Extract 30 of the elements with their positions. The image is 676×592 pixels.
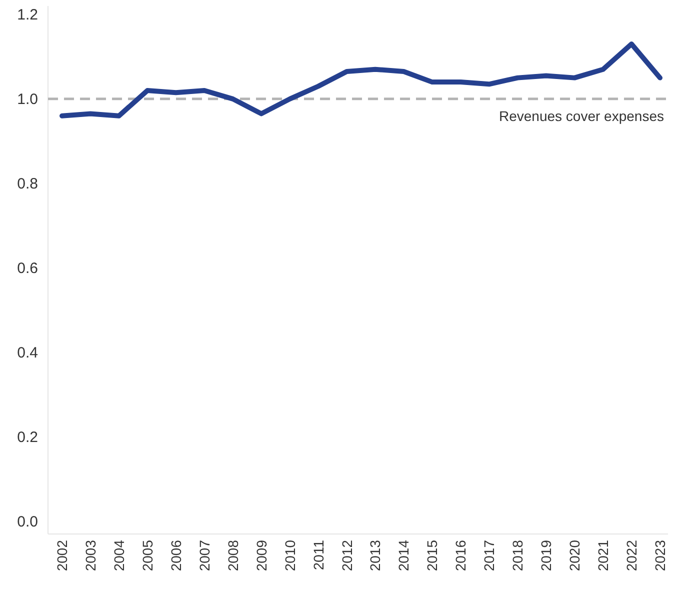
y-tick-label: 1.0 xyxy=(17,91,38,108)
x-tick-label: 2010 xyxy=(282,540,298,572)
x-tick-label: 2006 xyxy=(168,540,184,572)
x-tick-label: 2005 xyxy=(139,540,156,572)
x-tick-label: 2004 xyxy=(110,540,127,572)
x-tick-label: 2019 xyxy=(538,540,554,572)
y-tick-label: 0.0 xyxy=(17,514,38,531)
x-tick-label: 2020 xyxy=(566,540,583,572)
y-tick-label: 0.2 xyxy=(17,429,38,446)
x-tick-label: 2002 xyxy=(54,540,70,572)
ref-line-label: Revenues cover expenses xyxy=(499,108,664,124)
x-tick-label: 2023 xyxy=(652,540,668,572)
x-tick-label: 2016 xyxy=(452,540,469,572)
x-tick-label: 2018 xyxy=(510,540,526,572)
y-tick-label: 1.2 xyxy=(17,6,38,24)
y-tick-label: 0.6 xyxy=(17,260,38,278)
x-tick-label: 2007 xyxy=(196,540,212,572)
y-tick-label: 0.4 xyxy=(17,344,38,362)
x-tick-label: 2009 xyxy=(253,540,270,572)
x-tick-label: 2015 xyxy=(424,540,440,572)
x-tick-label: 2013 xyxy=(367,540,384,572)
x-tick-label: 2014 xyxy=(396,540,412,572)
x-tick-label: 2021 xyxy=(595,540,612,572)
y-tick-label: 0.8 xyxy=(17,176,38,193)
x-tick-label: 2008 xyxy=(224,540,241,572)
x-tick-label: 2022 xyxy=(624,540,640,572)
x-tick-label: 2017 xyxy=(481,540,498,572)
x-tick-label: 2012 xyxy=(338,540,355,572)
x-tick-label: 2011 xyxy=(310,540,326,570)
x-tick-label: 2003 xyxy=(82,540,98,572)
